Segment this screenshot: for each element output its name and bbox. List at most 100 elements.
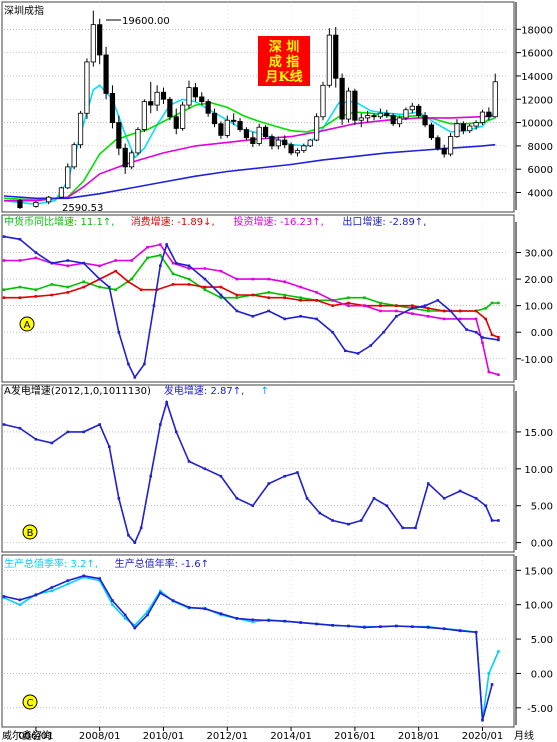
series-point-3 — [174, 261, 178, 265]
series-point-2 — [331, 299, 334, 302]
candle-body — [333, 34, 339, 79]
series-point-1 — [133, 626, 137, 630]
series-point-0 — [487, 672, 491, 675]
series-point-1 — [331, 304, 334, 307]
series-point-2 — [379, 309, 382, 313]
series-point-0 — [219, 474, 223, 478]
series-point-0 — [50, 283, 54, 286]
y-tick-label: 15.00 — [524, 566, 553, 577]
series-point-1 — [159, 591, 162, 595]
series-point-0 — [187, 277, 191, 281]
candle-body — [46, 196, 52, 203]
series-point-3 — [2, 235, 6, 238]
series-point-2 — [497, 373, 500, 376]
series-point-3 — [66, 259, 70, 262]
candle-body — [390, 115, 396, 125]
candle-body — [148, 101, 154, 106]
legend-entry: 消费增速: -1.89↓, — [131, 215, 215, 228]
month-k-badge: 深 圳 成 指 月K线 — [258, 36, 310, 86]
candle-body — [428, 124, 435, 139]
x-tick-label: 2008/01 — [79, 731, 121, 742]
candle-body — [180, 104, 186, 129]
series-point-2 — [98, 264, 101, 268]
series-point-0 — [426, 482, 430, 485]
series-point-2 — [187, 267, 191, 270]
series-point-2 — [395, 309, 398, 313]
y-tick-label: 20.00 — [524, 275, 553, 286]
series-point-2 — [251, 277, 255, 281]
candle-body — [186, 87, 192, 106]
series-point-1 — [411, 304, 414, 307]
series-point-0 — [219, 296, 223, 299]
series-point-0 — [363, 296, 366, 299]
y-tick-label: 8000 — [528, 142, 553, 153]
series-point-0 — [159, 423, 162, 426]
series-point-0 — [458, 489, 462, 493]
series-point-0 — [251, 620, 255, 624]
series-point-0 — [34, 437, 38, 441]
series-point-1 — [474, 630, 478, 634]
y-tick-label: 0.00 — [531, 328, 553, 339]
panel-a-circle-label: A — [24, 320, 31, 331]
series-point-1 — [442, 627, 446, 631]
series-point-0 — [18, 603, 22, 606]
legend-entry: ↑ — [261, 386, 269, 397]
series-point-1 — [2, 595, 6, 598]
series-point-2 — [66, 264, 70, 268]
candle-body — [250, 137, 256, 144]
series-point-0 — [235, 497, 239, 500]
series-point-1 — [379, 625, 382, 628]
series-point-1 — [139, 288, 143, 292]
series-point-1 — [299, 299, 302, 302]
badge-line-1: 深 圳 — [269, 39, 300, 55]
candle-body — [339, 77, 345, 120]
series-point-0 — [267, 482, 271, 485]
candle-body — [167, 98, 173, 118]
series-point-1 — [235, 617, 239, 620]
candle-body — [160, 91, 167, 100]
badge-line-2: 成 指 — [269, 54, 300, 70]
series-point-1 — [267, 296, 271, 299]
series-point-3 — [474, 330, 478, 334]
series-point-1 — [315, 299, 318, 302]
series-point-0 — [235, 296, 239, 299]
panel-index-marks — [3, 10, 498, 209]
candle-body — [467, 125, 473, 132]
series-point-2 — [2, 259, 6, 262]
candle-body — [384, 112, 390, 116]
panel-c-circle-label: C — [27, 698, 34, 709]
panel-index: 深圳成指 4000 6000 8000 10000 12000 14000 16000 180… — [1, 1, 553, 214]
series-point-3 — [143, 362, 146, 366]
series-line-1 — [3, 101, 496, 201]
series-point-0 — [2, 423, 6, 426]
candle-body — [441, 147, 447, 155]
series-point-1 — [458, 629, 462, 633]
series-point-0 — [171, 272, 175, 276]
legend-entry: 生产总值季率: 3.2↑, — [4, 557, 98, 570]
candle-body — [396, 117, 403, 125]
candle-body — [103, 54, 109, 94]
series-point-3 — [107, 285, 111, 289]
y-tick-label: 14000 — [521, 72, 553, 83]
series-point-1 — [219, 612, 223, 615]
candle-body — [122, 147, 128, 168]
series-point-0 — [133, 541, 137, 544]
series-point-0 — [347, 522, 350, 526]
panel-b-legend: A发电增速(2012,1,0,1011130) 发电增速: 2.87↑, ↑ — [4, 384, 269, 397]
legend-entry: 生产总值年率: -1.6↑ — [115, 557, 209, 570]
series-point-1 — [411, 625, 414, 628]
panel-a-axis: -10.00 0.00 10.00 20.00 30.00 — [515, 222, 553, 380]
series-point-0 — [111, 603, 114, 606]
series-point-0 — [359, 519, 363, 522]
panel-a-circle-marker — [19, 316, 35, 332]
series-point-0 — [203, 467, 207, 471]
series-point-1 — [299, 621, 302, 624]
series-point-2 — [114, 259, 117, 262]
series-point-2 — [235, 277, 239, 281]
series-point-1 — [111, 599, 114, 602]
series-point-0 — [18, 285, 22, 289]
series-point-0 — [251, 504, 255, 508]
candle-body — [199, 96, 205, 102]
candle-body — [326, 34, 332, 86]
